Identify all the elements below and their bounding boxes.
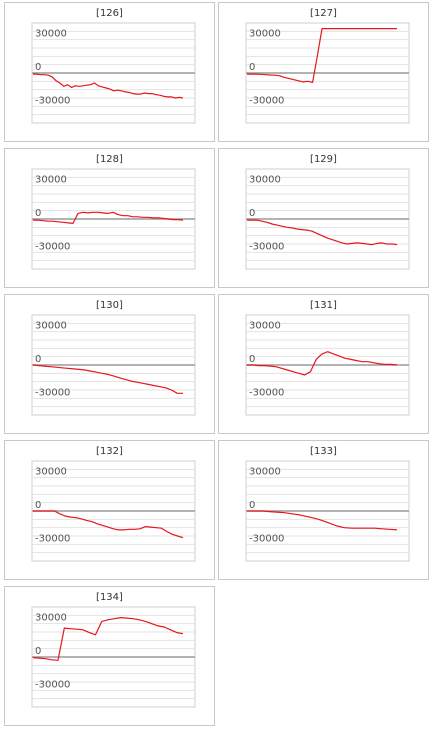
chart-svg: [131] 30000 0 -30000 (245, 300, 410, 416)
chart-title: [127] (310, 8, 337, 19)
y-tick-label: 0 (249, 354, 255, 365)
y-tick-label: 30000 (35, 175, 67, 186)
y-tick-label: -30000 (249, 533, 284, 544)
y-tick-label: -30000 (35, 387, 70, 398)
y-tick-label: 0 (35, 354, 41, 365)
chart-svg: [130] 30000 0 -30000 (31, 300, 196, 416)
chart-title: [133] (310, 446, 337, 457)
chart-panel: [128] 30000 0 -30000 (4, 148, 215, 288)
y-tick-label: 0 (35, 646, 41, 657)
chart-panel: [131] 30000 0 -30000 (218, 294, 429, 434)
y-tick-label: 30000 (249, 321, 281, 332)
y-tick-label: 0 (35, 500, 41, 511)
chart-panel: [127] 30000 0 -30000 (218, 2, 429, 142)
y-tick-label: -30000 (249, 387, 284, 398)
y-tick-label: -30000 (35, 679, 70, 690)
chart-svg: [134] 30000 0 -30000 (31, 592, 196, 708)
series-line (247, 219, 398, 246)
chart-svg: [128] 30000 0 -30000 (31, 154, 196, 270)
chart-title: [129] (310, 154, 337, 165)
chart-svg: [132] 30000 0 -30000 (31, 446, 196, 562)
y-tick-label: 0 (35, 208, 41, 219)
y-tick-label: 30000 (35, 321, 67, 332)
y-tick-label: 30000 (35, 613, 67, 624)
y-tick-label: 0 (249, 62, 255, 73)
y-tick-label: 30000 (249, 29, 281, 40)
chart-title: [130] (96, 300, 123, 311)
chart-svg: [133] 30000 0 -30000 (245, 446, 410, 562)
chart-panel: [134] 30000 0 -30000 (4, 586, 215, 726)
chart-title: [128] (96, 154, 123, 165)
y-tick-label: 30000 (249, 175, 281, 186)
chart-title: [132] (96, 446, 123, 457)
chart-title: [131] (310, 300, 337, 311)
series-line (33, 73, 184, 99)
chart-svg: [126] 30000 0 -30000 (31, 8, 196, 124)
chart-title: [134] (96, 592, 123, 603)
y-tick-label: 30000 (249, 467, 281, 478)
chart-panel: [130] 30000 0 -30000 (4, 294, 215, 434)
y-tick-label: 0 (249, 500, 255, 511)
series-line (247, 28, 397, 84)
y-tick-label: 30000 (35, 29, 67, 40)
y-tick-label: 0 (35, 62, 41, 73)
chart-title: [126] (96, 8, 123, 19)
chart-panel: [132] 30000 0 -30000 (4, 440, 215, 580)
y-tick-label: -30000 (249, 241, 284, 252)
chart-panel: [126] 30000 0 -30000 (4, 2, 215, 142)
y-tick-label: 0 (249, 208, 255, 219)
series-line (32, 364, 183, 394)
chart-svg: [129] 30000 0 -30000 (245, 154, 410, 270)
y-tick-label: -30000 (35, 533, 70, 544)
chart-panel: [129] 30000 0 -30000 (218, 148, 429, 288)
series-line (32, 617, 184, 661)
y-tick-label: -30000 (35, 241, 70, 252)
series-line (247, 510, 398, 531)
y-tick-label: -30000 (249, 95, 284, 106)
chart-panel: [133] 30000 0 -30000 (218, 440, 429, 580)
series-line (33, 211, 184, 225)
y-tick-label: 30000 (35, 467, 67, 478)
series-line (33, 510, 184, 539)
y-tick-label: -30000 (35, 95, 70, 106)
chart-svg: [127] 30000 0 -30000 (245, 8, 410, 124)
series-line (247, 351, 398, 376)
